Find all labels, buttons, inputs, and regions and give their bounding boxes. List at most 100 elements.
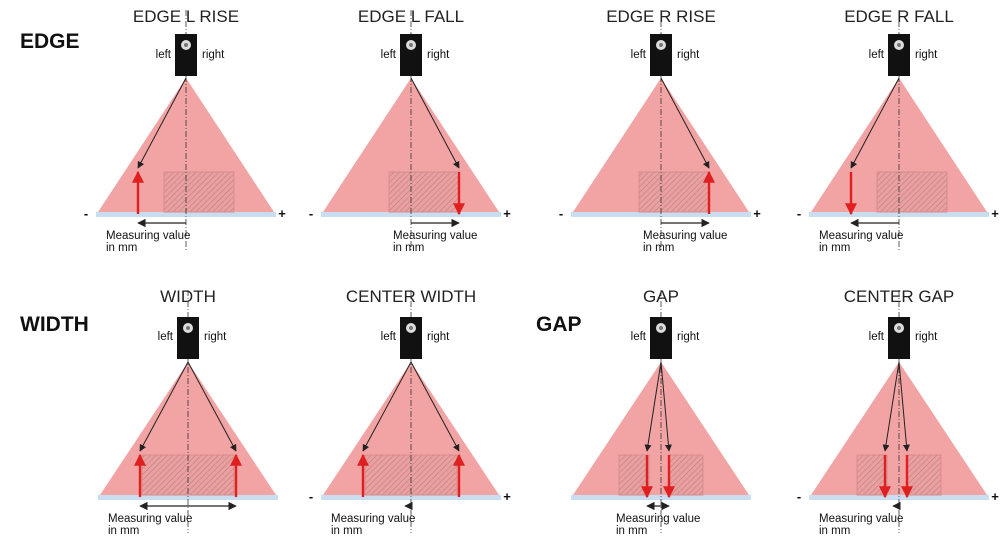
light-ray (187, 361, 237, 452)
measuring-unit-label: in mm (331, 525, 362, 537)
light-ray (850, 77, 900, 169)
sign-minus: - (797, 489, 801, 504)
sign-plus: + (503, 206, 511, 221)
measuring-value-label: Measuring value (108, 513, 192, 525)
measuring-value-label: Measuring value (616, 513, 700, 525)
light-ray (362, 361, 412, 452)
panel-title: EDGE L FALL (358, 7, 464, 26)
label-right: right (677, 331, 700, 343)
surface-strip (809, 212, 989, 217)
sign-minus: - (84, 206, 88, 221)
measuring-value-label: Measuring value (819, 513, 903, 525)
label-left: left (869, 49, 885, 61)
sign-plus: + (278, 206, 286, 221)
sensor-body (888, 34, 910, 76)
surface-strip (321, 495, 501, 500)
group-label-edge: EDGE (20, 30, 80, 53)
label-right: right (915, 331, 938, 343)
surface-strip (321, 212, 501, 217)
sensor-body (175, 34, 197, 76)
measuring-value-label: Measuring value (819, 230, 903, 242)
sensor-lens-core-icon (659, 43, 663, 47)
sensor-lens-core-icon (659, 326, 663, 330)
label-left: left (631, 331, 647, 343)
surface-strip (98, 495, 278, 500)
label-left: left (158, 331, 174, 343)
light-ray (898, 361, 910, 452)
label-right: right (427, 331, 450, 343)
label-left: left (156, 49, 172, 61)
measuring-value-label: Measuring value (643, 230, 727, 242)
light-ray (660, 77, 710, 169)
surface-strip (571, 495, 751, 500)
target-object (856, 454, 888, 496)
label-left: left (381, 331, 397, 343)
sensor-body (650, 34, 672, 76)
light-ray (410, 77, 460, 169)
label-left: left (381, 49, 397, 61)
panel-title: CENTER GAP (844, 287, 955, 306)
sign-plus: + (503, 489, 511, 504)
measuring-value-label: Measuring value (393, 230, 477, 242)
light-ray (660, 361, 672, 452)
measuring-unit-label: in mm (819, 525, 850, 537)
sensor-body (888, 317, 910, 359)
label-right: right (204, 331, 227, 343)
panel-title: EDGE R RISE (606, 7, 716, 26)
beam-cone (811, 362, 987, 495)
measuring-unit-label: in mm (643, 242, 674, 254)
sensor-lens-core-icon (184, 43, 188, 47)
sign-minus: - (309, 206, 313, 221)
panel-title: EDGE R FALL (844, 7, 954, 26)
sensor-body (650, 317, 672, 359)
sign-minus: - (309, 489, 313, 504)
sign-plus: + (991, 489, 999, 504)
sensor-lens-core-icon (897, 43, 901, 47)
panel-title: WIDTH (160, 287, 216, 306)
sensor-lens-core-icon (409, 43, 413, 47)
surface-strip (96, 212, 276, 217)
measuring-unit-label: in mm (393, 242, 424, 254)
measuring-value-label: Measuring value (331, 513, 415, 525)
sign-minus: - (559, 206, 563, 221)
surface-strip (809, 495, 989, 500)
measuring-unit-label: in mm (616, 525, 647, 537)
sign-plus: + (991, 206, 999, 221)
target-object (668, 454, 704, 496)
sign-plus: + (753, 206, 761, 221)
measuring-unit-label: in mm (108, 525, 139, 537)
label-right: right (915, 49, 938, 61)
sign-minus: - (797, 206, 801, 221)
panel-title: EDGE L RISE (133, 7, 239, 26)
sensor-body (400, 34, 422, 76)
target-object (876, 171, 948, 213)
light-ray (410, 361, 460, 452)
sensor-lens-core-icon (897, 326, 901, 330)
target-object (163, 171, 235, 213)
light-ray (139, 361, 189, 452)
label-right: right (427, 49, 450, 61)
target-object (388, 171, 460, 213)
sensor-lens-core-icon (186, 326, 190, 330)
label-right: right (202, 49, 225, 61)
sensor-lens-core-icon (409, 326, 413, 330)
light-ray (137, 77, 187, 169)
sensor-body (400, 317, 422, 359)
target-object (618, 454, 650, 496)
target-object (906, 454, 942, 496)
panel-title: CENTER WIDTH (346, 287, 476, 306)
beam-cone (573, 362, 749, 495)
surface-strip (571, 212, 751, 217)
group-label-gap: GAP (536, 313, 582, 336)
sensor-body (177, 317, 199, 359)
measuring-unit-label: in mm (106, 242, 137, 254)
target-object (638, 171, 710, 213)
